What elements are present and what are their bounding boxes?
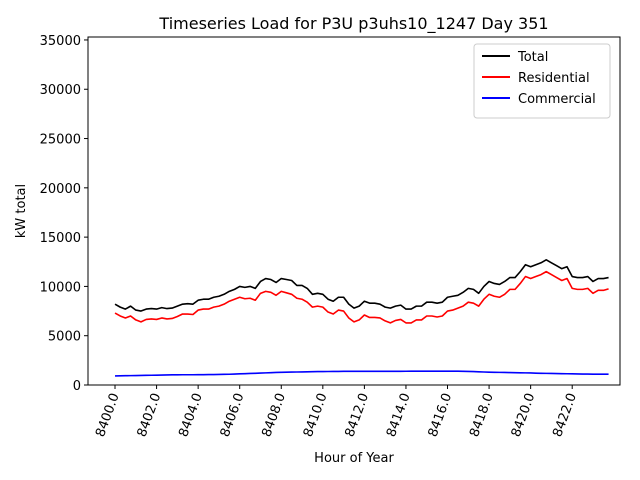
series-layer [114, 259, 609, 377]
series-line-residential [114, 270, 609, 324]
legend-label-total: Total [517, 50, 548, 65]
chart-title: Timeseries Load for P3U p3uhs10_1247 Day… [158, 14, 548, 34]
y-tick-label: 15000 [40, 231, 81, 246]
x-axis-label: Hour of Year [314, 451, 394, 466]
y-tick-label: 25000 [40, 133, 81, 148]
series-line-total [114, 259, 609, 312]
series-line-commercial [115, 370, 609, 377]
plot-area [87, 36, 621, 386]
y-tick-label: 35000 [40, 34, 81, 49]
y-tick-label: 5000 [48, 330, 81, 345]
legend: Total Residential Commercial [473, 43, 611, 119]
y-tick-label: 10000 [40, 280, 81, 295]
y-tick-label: 0 [73, 379, 81, 394]
y-axis-label: kW total [14, 184, 29, 238]
legend-box [473, 43, 611, 119]
legend-label-commercial: Commercial [518, 92, 596, 107]
legend-label-residential: Residential [518, 71, 590, 86]
y-axis: 0 5000 10000 15000 20000 25000 30000 35000 [40, 34, 88, 394]
y-tick-label: 30000 [40, 83, 81, 98]
y-tick-label: 20000 [40, 182, 81, 197]
axes-frame [87, 36, 621, 386]
